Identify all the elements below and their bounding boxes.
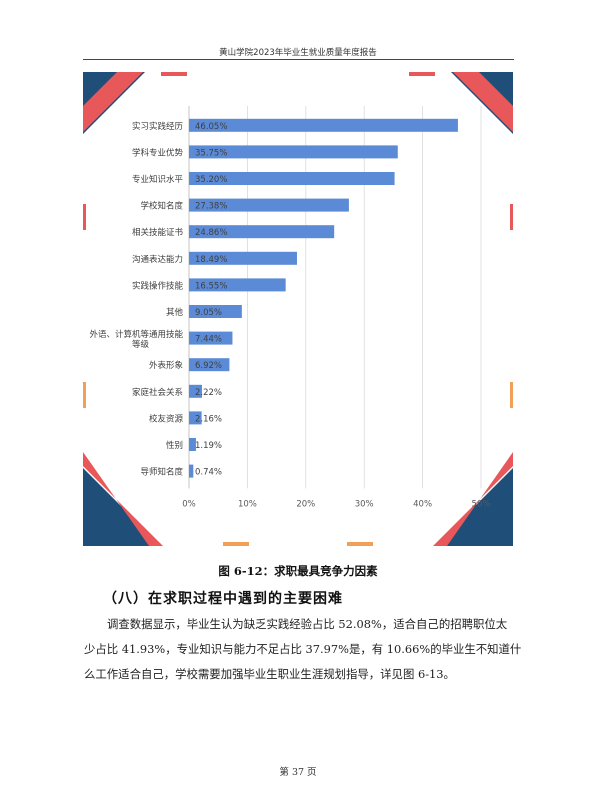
paragraph-line: 少占比 41.93%，专业知识与能力不足占比 37.97%是，有 10.66%的… bbox=[84, 642, 522, 656]
bar bbox=[189, 384, 202, 398]
bar-value-label: 35.75% bbox=[195, 148, 227, 158]
decor-top-right-stripe bbox=[453, 72, 513, 132]
category-label: 外语、计算机等通用技能等级 bbox=[89, 329, 183, 350]
bar bbox=[189, 358, 230, 372]
bar-value-label: 1.19% bbox=[195, 441, 222, 451]
category-label: 性别 bbox=[166, 440, 183, 451]
decor-top-left-stripe bbox=[83, 72, 143, 132]
x-tick-label: 40% bbox=[413, 499, 432, 509]
chart-gridlines bbox=[188, 106, 482, 489]
category-label: 学校知名度 bbox=[140, 201, 183, 212]
category-label: 相关技能证书 bbox=[132, 227, 184, 238]
header-divider bbox=[83, 59, 514, 60]
x-tick-label: 30% bbox=[355, 499, 374, 509]
bar-value-label: 7.44% bbox=[195, 335, 222, 345]
bar-value-label: 6.92% bbox=[195, 361, 222, 371]
bar-value-label: 2.22% bbox=[195, 388, 222, 398]
chart-x-ticks: 0% 10% 20% 30% 40% 50% bbox=[182, 499, 490, 509]
bar bbox=[189, 198, 349, 212]
category-label: 其他 bbox=[166, 307, 184, 318]
category-label: 外表形象 bbox=[149, 360, 184, 371]
x-tick-label: 20% bbox=[296, 499, 315, 509]
bar bbox=[189, 305, 242, 318]
category-label: 校友资源 bbox=[149, 413, 184, 424]
category-label: 导师知名度 bbox=[140, 467, 183, 478]
body-paragraph: 调查数据显示，毕业生认为缺乏实践经验占比 52.08%，适合自己的招聘职位太 少… bbox=[84, 612, 522, 687]
bar-value-label: 46.05% bbox=[195, 122, 227, 132]
bar bbox=[189, 464, 194, 478]
bar-value-label: 2.16% bbox=[195, 414, 222, 424]
bar bbox=[189, 251, 297, 265]
bar bbox=[189, 278, 286, 292]
decor-top-left-triangle bbox=[83, 72, 145, 134]
bar-value-label: 24.86% bbox=[195, 228, 227, 238]
bar-value-label: 16.55% bbox=[195, 281, 227, 291]
category-label: 沟通表达能力 bbox=[132, 254, 183, 265]
category-label: 实习实践经历 bbox=[132, 121, 184, 132]
x-tick-label: 50% bbox=[472, 499, 491, 509]
chart-bars: 46.05% 35.75% 35.20% 27.38% 24.86% 18.49% 16.5… bbox=[189, 118, 458, 478]
bar-value-label: 27.38% bbox=[195, 202, 227, 212]
bar-value-label: 18.49% bbox=[195, 255, 227, 265]
x-tick-label: 10% bbox=[238, 499, 257, 509]
paragraph-line: 调查数据显示，毕业生认为缺乏实践经验占比 52.08%，适合自己的招聘职位太 bbox=[107, 617, 508, 631]
decor-left-mark-2 bbox=[83, 382, 86, 408]
category-label: 实践操作技能 bbox=[132, 280, 184, 291]
decor-left-mark-1 bbox=[83, 204, 86, 230]
decor-bottom-mark-2 bbox=[347, 542, 373, 546]
bar bbox=[189, 225, 335, 239]
bar-value-label: 9.05% bbox=[195, 308, 222, 318]
bar bbox=[189, 438, 196, 451]
chart-category-labels: 实习实践经历学科专业优势专业知识水平学校知名度相关技能证书沟通表达能力实践操作技… bbox=[89, 121, 183, 478]
figure-caption: 图 6-12：求职最具竞争力因素 bbox=[218, 564, 378, 578]
decor-right-mark-1 bbox=[510, 204, 513, 230]
decor-top-mark-1 bbox=[161, 72, 187, 76]
x-tick-label: 0% bbox=[182, 499, 196, 509]
chart-figure: 46.05% 35.75% 35.20% 27.38% 24.86% 18.49% 16.5… bbox=[83, 72, 513, 546]
bar-chart: 46.05% 35.75% 35.20% 27.38% 24.86% 18.49% 16.5… bbox=[83, 72, 513, 546]
decor-top-mark-2 bbox=[409, 72, 435, 76]
bar bbox=[189, 331, 233, 345]
bar-value-label: 0.74% bbox=[195, 468, 222, 478]
bar bbox=[189, 145, 398, 159]
page-header-title: 黄山学院2023年毕业生就业质量年度报告 bbox=[219, 48, 377, 58]
paragraph-line: 么工作适合自己，学校需要加强毕业生职业生涯规划指导，详见图 6-13。 bbox=[84, 667, 455, 681]
decor-right-mark-2 bbox=[510, 382, 513, 408]
section-heading: （八）在求职过程中遇到的主要困难 bbox=[103, 591, 343, 607]
page-number: 第 37 页 bbox=[279, 767, 317, 778]
bar-value-label: 35.20% bbox=[195, 175, 227, 185]
decor-bottom-mark-1 bbox=[223, 542, 249, 546]
category-label: 专业知识水平 bbox=[132, 174, 184, 185]
bar bbox=[189, 411, 202, 425]
category-label: 家庭社会关系 bbox=[132, 387, 183, 398]
bar bbox=[189, 172, 395, 185]
decor-frame bbox=[83, 72, 513, 546]
bar bbox=[189, 118, 458, 132]
category-label: 学科专业优势 bbox=[132, 147, 184, 158]
decor-top-right-triangle bbox=[451, 72, 513, 134]
